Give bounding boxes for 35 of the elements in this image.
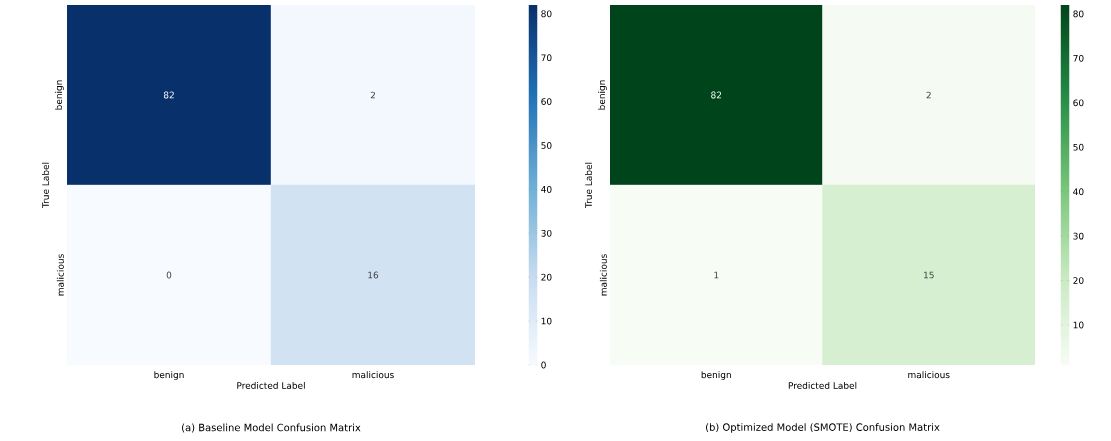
- x-tick-label: malicious: [908, 371, 950, 379]
- color-bar-label: 50: [1073, 143, 1084, 151]
- color-bar-label: 10: [1073, 321, 1084, 329]
- x-tick-label: benign: [154, 371, 184, 380]
- color-bar-label: 10: [541, 317, 552, 325]
- data-label: 82: [163, 91, 174, 99]
- color-bar-label: 40: [1073, 188, 1084, 196]
- x-axis-title: Predicted Label: [237, 382, 305, 389]
- x-axis-title: Predicted Label: [788, 382, 857, 389]
- color-bar-label: 30: [1073, 232, 1084, 240]
- color-bar-label: 0: [541, 361, 546, 369]
- data-label: 16: [368, 271, 379, 279]
- data-label: 1: [714, 271, 719, 279]
- color-bar-label: 60: [1073, 99, 1084, 107]
- y-axis-title: True Label: [585, 162, 592, 209]
- y-axis-title: True Label: [42, 162, 49, 209]
- data-label: 15: [924, 271, 934, 279]
- color-bar-label: 20: [1073, 277, 1084, 284]
- text: (b) Optimized Model (SMOTE) Confusion Matrix: [706, 423, 940, 433]
- color-bar-label: 20: [541, 273, 552, 281]
- data-label: 2: [926, 91, 931, 99]
- x-tick-label: benign: [701, 371, 731, 380]
- color-bar-label: 50: [541, 142, 552, 149]
- data-label: 82: [711, 91, 722, 99]
- color-bar-label: 30: [541, 229, 552, 237]
- data-label: 0: [166, 271, 172, 279]
- data-label: 2: [370, 91, 375, 99]
- text: (a) Baseline Model Confusion Matrix: [182, 423, 361, 433]
- color-bar-label: 40: [541, 185, 552, 193]
- color-bar-label: 70: [541, 54, 552, 62]
- color-bar-label: 80: [1073, 10, 1084, 18]
- color-bar-label: 60: [541, 98, 552, 105]
- color-bar-label: 70: [1073, 54, 1084, 62]
- x-tick-label: malicious: [352, 371, 394, 379]
- color-bar-label: 80: [541, 10, 552, 18]
